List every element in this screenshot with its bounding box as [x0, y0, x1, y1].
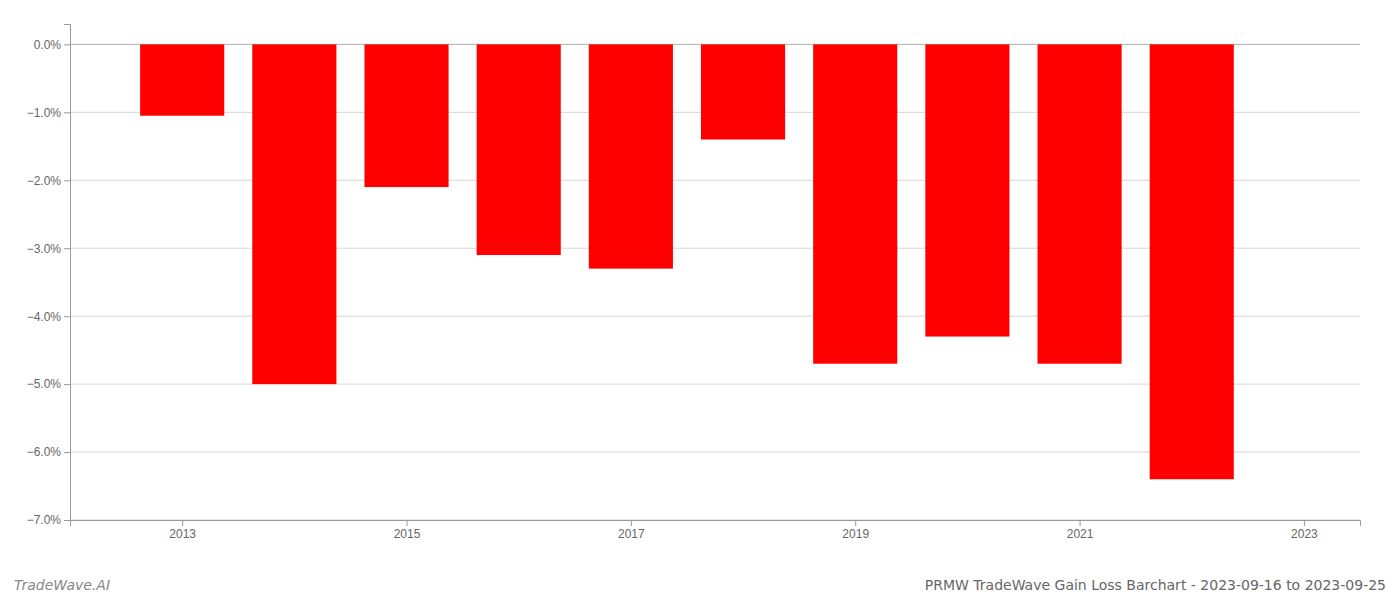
tick-mark: [855, 520, 856, 526]
y-tick: −4.0%: [27, 310, 70, 324]
chart: −7.0% −6.0% −5.0% −4.0% −3.0% −2.0% −1.0% 0.0% 2…: [0, 0, 1400, 600]
x-tick: 2023: [1291, 520, 1318, 541]
tick-mark: [182, 520, 183, 526]
bar: [589, 44, 673, 268]
bar: [1038, 44, 1122, 363]
tick-label: 2015: [394, 527, 421, 541]
x-tick: 2021: [1067, 520, 1094, 541]
bar: [140, 44, 224, 115]
watermark: TradeWave.AI: [14, 577, 110, 593]
axis-line: [71, 521, 1361, 527]
tick-label: −3.0%: [27, 242, 62, 256]
y-tick: −7.0%: [27, 513, 70, 527]
bar: [701, 44, 785, 139]
y-axis: −7.0% −6.0% −5.0% −4.0% −3.0% −2.0% −1.0% 0.0%: [27, 25, 71, 528]
tick-label: −1.0%: [27, 106, 62, 120]
bar: [477, 44, 561, 255]
grid: [70, 44, 1360, 520]
bar: [925, 44, 1009, 336]
bar: [252, 44, 336, 384]
tick-mark: [64, 316, 70, 317]
tick-label: 0.0%: [34, 38, 62, 52]
bars: [140, 44, 1234, 479]
x-tick: 2013: [169, 520, 196, 541]
title: PRMW TradeWave Gain Loss Barchart - 2023…: [925, 577, 1386, 593]
tick-label: 2019: [842, 527, 869, 541]
tick-label: −2.0%: [27, 174, 62, 188]
tick-mark: [1080, 520, 1081, 526]
y-tick: −5.0%: [27, 377, 70, 391]
tick-label: −7.0%: [27, 513, 62, 527]
tick-mark: [64, 248, 70, 249]
y-tick: −3.0%: [27, 242, 70, 256]
tick-mark: [64, 452, 70, 453]
x-axis: 2013 2015 2017 2019 2021 2023: [71, 520, 1361, 541]
tick-label: −6.0%: [27, 445, 62, 459]
tick-mark: [64, 520, 70, 521]
y-tick: −2.0%: [27, 174, 70, 188]
y-tick: 0.0%: [34, 38, 70, 52]
bar: [1150, 44, 1234, 479]
y-tick: −1.0%: [27, 106, 70, 120]
x-tick: 2017: [618, 520, 645, 541]
tick-label: 2017: [618, 527, 645, 541]
tick-mark: [64, 384, 70, 385]
bar: [813, 44, 897, 363]
x-tick: 2015: [394, 520, 421, 541]
tick-label: 2013: [169, 527, 196, 541]
tick-label: 2021: [1067, 527, 1094, 541]
tick-mark: [64, 112, 70, 113]
tick-label: 2023: [1291, 527, 1318, 541]
x-tick: 2019: [842, 520, 869, 541]
bar: [364, 44, 448, 187]
tick-mark: [64, 180, 70, 181]
y-tick: −6.0%: [27, 445, 70, 459]
tick-label: −4.0%: [27, 310, 62, 324]
plot: −7.0% −6.0% −5.0% −4.0% −3.0% −2.0% −1.0% 0.0% 2…: [27, 25, 1361, 541]
tick-mark: [64, 44, 70, 45]
axis-line: [64, 25, 71, 521]
tick-mark: [1304, 520, 1305, 526]
tick-mark: [407, 520, 408, 526]
tick-mark: [631, 520, 632, 526]
tick-label: −5.0%: [27, 377, 62, 391]
